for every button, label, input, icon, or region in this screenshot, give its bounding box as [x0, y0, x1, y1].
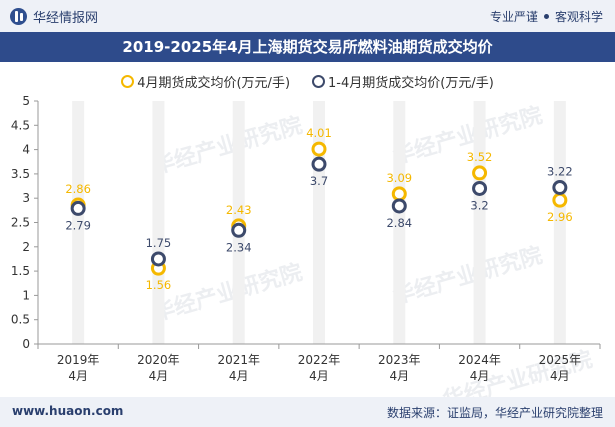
- series-1-point: [311, 141, 327, 157]
- footer-source: 数据来源：证监局，华经产业研究院整理: [386, 406, 603, 420]
- bullet-dot-icon: [543, 14, 549, 19]
- footer: www.huaon.com 数据来源：证监局，华经产业研究院整理: [0, 397, 615, 427]
- series-1-point: [391, 186, 407, 202]
- series-2-point: [70, 200, 86, 216]
- series-2-point: [391, 198, 407, 214]
- series-2-point: [472, 180, 488, 196]
- series-2-point: [231, 222, 247, 238]
- legend-marker-cumulative: [312, 75, 326, 88]
- series-1-point: [472, 165, 488, 181]
- logo-icon: [10, 8, 27, 25]
- series-1-data-label: 2.86: [65, 182, 91, 196]
- series-2-data-label: 3.2: [470, 198, 488, 212]
- legend-item-monthly[interactable]: 4月期货成交均价(万元/手): [121, 72, 290, 91]
- x-tick-label: 4月: [68, 369, 88, 383]
- x-tick-label: 4月: [149, 369, 169, 383]
- x-tick-label: 2019年: [57, 353, 100, 367]
- legend-item-cumulative[interactable]: 1-4月期货成交均价(万元/手): [312, 72, 494, 91]
- legend-label-cumulative: 1-4月期货成交均价(万元/手): [328, 76, 494, 91]
- series-1-data-label: 4.01: [306, 126, 332, 140]
- category-column: [473, 101, 486, 344]
- category-column: [553, 101, 566, 344]
- series-2-point: [311, 156, 327, 172]
- x-tick-label: 4月: [550, 369, 570, 383]
- category-column: [72, 101, 85, 344]
- y-tick-label: 1.5: [11, 264, 30, 278]
- slogan-left: 专业严谨: [489, 10, 538, 24]
- category-column: [152, 101, 165, 344]
- y-tick-label: 2.5: [11, 216, 30, 230]
- y-tick-label: 1: [22, 288, 30, 302]
- slogan-right: 客观科学: [554, 10, 603, 24]
- series-2-point: [552, 180, 568, 196]
- chart-title: 2019-2025年4月上海期货交易所燃料油期货成交均价: [0, 32, 615, 62]
- x-tick-label: 4月: [229, 369, 249, 383]
- x-tick-label: 2024年: [458, 353, 501, 367]
- y-tick-label: 0: [22, 337, 30, 351]
- legend: 4月期货成交均价(万元/手) 1-4月期货成交均价(万元/手): [0, 72, 615, 91]
- x-tick-label: 2023年: [378, 353, 421, 367]
- x-tick-label: 4月: [470, 369, 490, 383]
- series-1-data-label: 2.43: [226, 203, 252, 217]
- top-bar: 华经情报网 专业严谨 客观科学: [0, 0, 615, 32]
- y-tick-label: 5: [22, 94, 30, 108]
- y-tick-label: 3.5: [11, 167, 30, 181]
- series-2-point: [150, 251, 166, 267]
- legend-label-monthly: 4月期货成交均价(万元/手): [137, 76, 291, 91]
- x-tick-label: 2025年: [539, 353, 582, 367]
- site-name: 华经情报网: [33, 11, 99, 26]
- x-tick-label: 2021年: [217, 353, 260, 367]
- y-tick-label: 0.5: [11, 313, 30, 327]
- series-2-data-label: 2.34: [226, 240, 252, 254]
- y-tick-label: 3: [22, 191, 30, 205]
- series-2-data-label: 1.75: [146, 236, 172, 250]
- x-tick-label: 4月: [389, 369, 409, 383]
- slogan: 专业严谨 客观科学: [490, 8, 603, 25]
- series-1-data-label: 1.56: [146, 278, 172, 292]
- series-2-data-label: 2.79: [65, 218, 91, 232]
- x-tick-label: 2020年: [137, 353, 180, 367]
- footer-url[interactable]: www.huaon.com: [12, 404, 124, 418]
- x-tick-label: 2022年: [298, 353, 341, 367]
- legend-marker-monthly: [121, 75, 135, 88]
- series-2-data-label: 3.22: [547, 165, 573, 179]
- series-1-data-label: 3.52: [467, 150, 493, 164]
- y-tick-label: 4.5: [11, 118, 30, 132]
- x-tick-label: 4月: [309, 369, 329, 383]
- series-2-data-label: 2.84: [386, 216, 412, 230]
- y-tick-label: 4: [22, 143, 30, 157]
- series-1-data-label: 3.09: [386, 171, 412, 185]
- series-2-data-label: 3.7: [310, 174, 328, 188]
- brand[interactable]: 华经情报网: [10, 7, 98, 26]
- category-column: [393, 101, 406, 344]
- y-tick-label: 2: [22, 240, 30, 254]
- series-1-data-label: 2.96: [547, 210, 573, 224]
- series-1-point: [552, 192, 568, 208]
